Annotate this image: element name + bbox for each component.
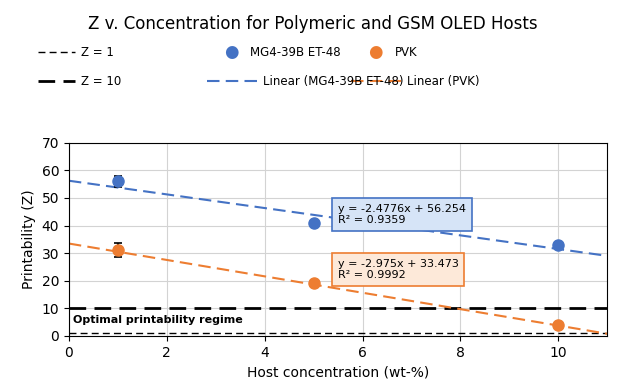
Text: Linear (MG4-39B ET-48): Linear (MG4-39B ET-48) bbox=[263, 74, 403, 88]
Text: Z = 10: Z = 10 bbox=[81, 74, 121, 88]
Text: MG4-39B ET-48: MG4-39B ET-48 bbox=[250, 46, 341, 59]
Text: Z v. Concentration for Polymeric and GSM OLED Hosts: Z v. Concentration for Polymeric and GSM… bbox=[88, 15, 538, 34]
Y-axis label: Printability (Z): Printability (Z) bbox=[22, 190, 36, 289]
Text: Linear (PVK): Linear (PVK) bbox=[407, 74, 480, 88]
Text: ●: ● bbox=[368, 43, 383, 61]
Text: Z = 1: Z = 1 bbox=[81, 46, 115, 59]
Text: ●: ● bbox=[224, 43, 239, 61]
Text: y = -2.4776x + 56.254
R² = 0.9359: y = -2.4776x + 56.254 R² = 0.9359 bbox=[338, 204, 466, 225]
Text: Optimal printability regime: Optimal printability regime bbox=[73, 315, 242, 325]
X-axis label: Host concentration (wt-%): Host concentration (wt-%) bbox=[247, 365, 429, 379]
Text: PVK: PVK bbox=[394, 46, 417, 59]
Text: y = -2.975x + 33.473
R² = 0.9992: y = -2.975x + 33.473 R² = 0.9992 bbox=[338, 259, 459, 281]
